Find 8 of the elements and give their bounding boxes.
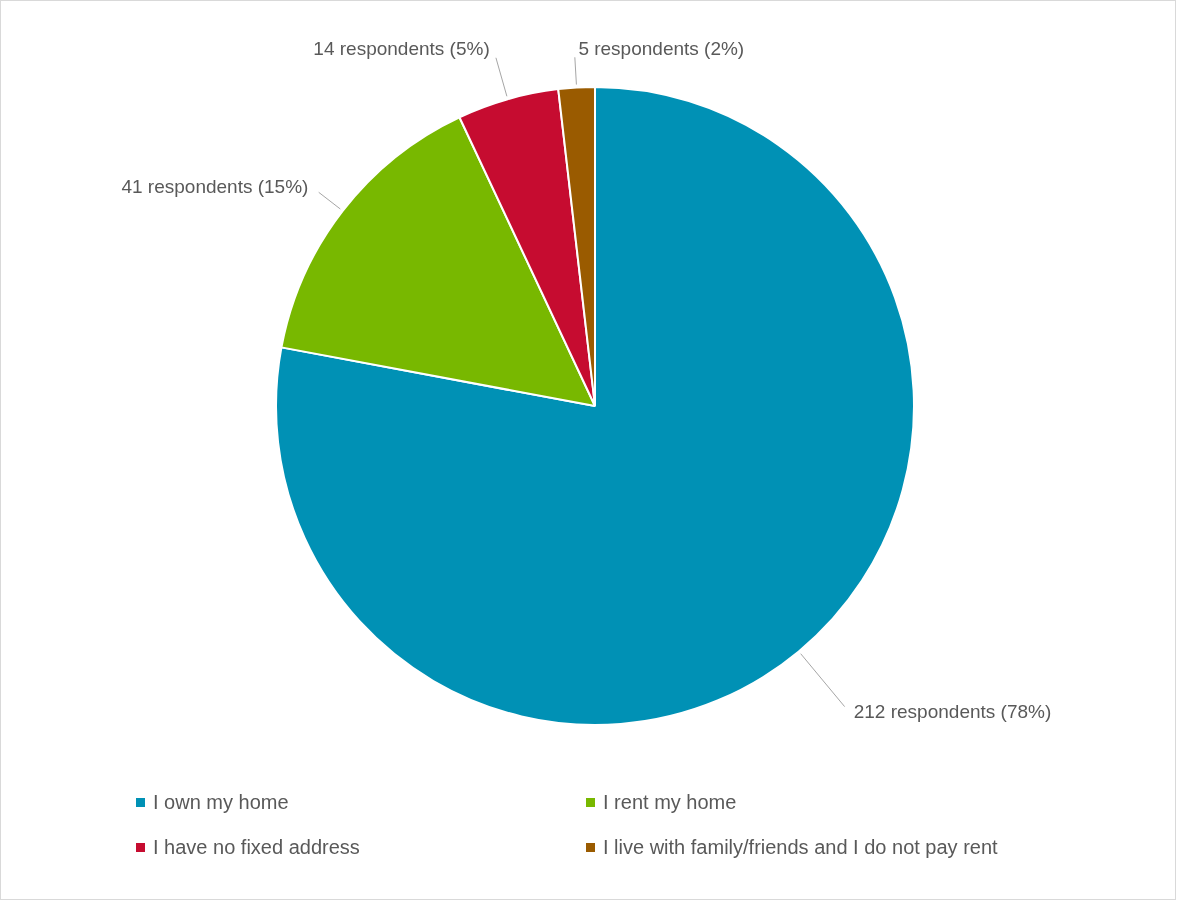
- legend-label: I own my home: [153, 791, 289, 814]
- data-label: 41 respondents (15%): [121, 175, 309, 197]
- legend-label: I live with family/friends and I do not pay rent: [603, 836, 998, 859]
- data-label: 14 respondents (5%): [313, 38, 490, 60]
- legend-label: I have no fixed address: [153, 836, 360, 859]
- legend-label: I rent my home: [603, 791, 737, 814]
- data-label: 212 respondents (78%): [853, 701, 1052, 723]
- data-label: 5 respondents (2%): [578, 37, 745, 59]
